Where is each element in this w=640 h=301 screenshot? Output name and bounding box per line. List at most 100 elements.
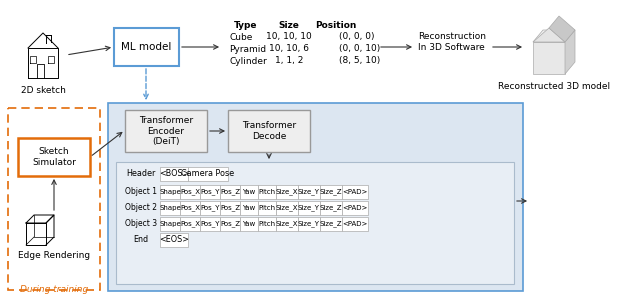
Bar [108,103,523,291]
Text: 1, 1, 2: 1, 1, 2 [275,57,303,66]
Polygon shape [549,16,575,42]
Text: Size_Z: Size_Z [320,221,342,227]
Text: <PAD>: <PAD> [342,205,368,211]
Bar [18,138,90,176]
Bar [298,217,320,231]
Bar [276,185,298,199]
Bar [320,217,342,231]
Text: Object 2: Object 2 [125,203,157,213]
Text: Shape: Shape [159,189,181,195]
Polygon shape [565,30,575,74]
Polygon shape [533,28,565,42]
Text: (8, 5, 10): (8, 5, 10) [339,57,380,66]
Text: Size_Y: Size_Y [298,189,320,195]
Text: (0, 0, 0): (0, 0, 0) [339,33,374,42]
Bar [180,185,200,199]
Bar [200,201,220,215]
Bar [160,185,180,199]
Text: Pos_X: Pos_X [180,189,200,195]
Bar [240,201,258,215]
Text: 10, 10, 6: 10, 10, 6 [269,45,309,54]
Text: Transformer
Decode: Transformer Decode [242,121,296,141]
Text: <PAD>: <PAD> [342,221,368,227]
Text: During training: During training [20,285,88,294]
Bar [160,201,180,215]
Bar [220,185,240,199]
Text: (0, 0, 10): (0, 0, 10) [339,45,380,54]
Bar [320,201,342,215]
Text: Shape: Shape [159,205,181,211]
Text: Object 1: Object 1 [125,188,157,197]
Text: 2D sketch: 2D sketch [20,86,65,95]
Bar [220,201,240,215]
Bar [320,185,342,199]
Bar [160,233,188,247]
Text: Pos_Y: Pos_Y [200,205,220,211]
Text: Edge Rendering: Edge Rendering [18,251,90,260]
Bar [122,233,160,247]
Text: Sketch
Simulator: Sketch Simulator [32,147,76,167]
Bar [240,185,258,199]
Text: Cylinder: Cylinder [229,57,267,66]
Text: Pos_Z: Pos_Z [220,221,240,227]
Text: Size_X: Size_X [276,189,298,195]
Bar [342,217,368,231]
Text: Yaw: Yaw [243,189,255,195]
Text: Position: Position [316,21,356,30]
Bar [298,185,320,199]
Text: Pyramid: Pyramid [229,45,266,54]
Text: Pos_Z: Pos_Z [220,189,240,195]
Text: Pos_X: Pos_X [180,221,200,227]
Text: Pitch: Pitch [259,221,276,227]
Bar [122,217,160,231]
Bar [220,217,240,231]
Bar [116,162,514,284]
Bar [180,201,200,215]
Text: 10, 10, 10: 10, 10, 10 [266,33,312,42]
Bar [200,185,220,199]
Text: Reconstructed 3D model: Reconstructed 3D model [498,82,610,91]
Text: End: End [133,235,148,244]
Text: Camera Pose: Camera Pose [181,169,235,178]
Text: Size_X: Size_X [276,221,298,227]
Bar [298,201,320,215]
Bar [342,201,368,215]
Text: Transformer
Encoder
(DeiT): Transformer Encoder (DeiT) [139,116,193,146]
Bar [342,185,368,199]
Text: Pos_X: Pos_X [180,205,200,211]
Text: Size_Z: Size_Z [320,189,342,195]
Bar [160,217,180,231]
Bar [258,185,276,199]
Text: <EOS>: <EOS> [159,235,189,244]
Bar [200,217,220,231]
Text: <PAD>: <PAD> [342,189,368,195]
Text: Object 3: Object 3 [125,219,157,228]
Text: Size_Y: Size_Y [298,221,320,227]
Bar [8,108,100,290]
Text: Pos_Y: Pos_Y [200,221,220,227]
Text: Yaw: Yaw [243,205,255,211]
Text: Shape: Shape [159,221,181,227]
Bar [258,217,276,231]
Text: Pitch: Pitch [259,205,276,211]
Bar [228,110,310,152]
Bar [122,185,160,199]
Bar [258,201,276,215]
Bar [125,110,207,152]
Bar [240,217,258,231]
Text: Header: Header [126,169,156,178]
Text: <BOS>: <BOS> [159,169,189,178]
Text: Yaw: Yaw [243,221,255,227]
Text: Reconstruction
In 3D Software: Reconstruction In 3D Software [418,32,486,52]
Text: Size_Y: Size_Y [298,205,320,211]
Text: Pitch: Pitch [259,189,276,195]
Bar [276,217,298,231]
Bar [276,201,298,215]
Text: Size_Z: Size_Z [320,205,342,211]
Text: ML model: ML model [121,42,171,52]
Bar [188,167,228,181]
Bar [160,167,188,181]
Text: Size_X: Size_X [276,205,298,211]
Bar [122,167,160,181]
Polygon shape [533,42,565,74]
